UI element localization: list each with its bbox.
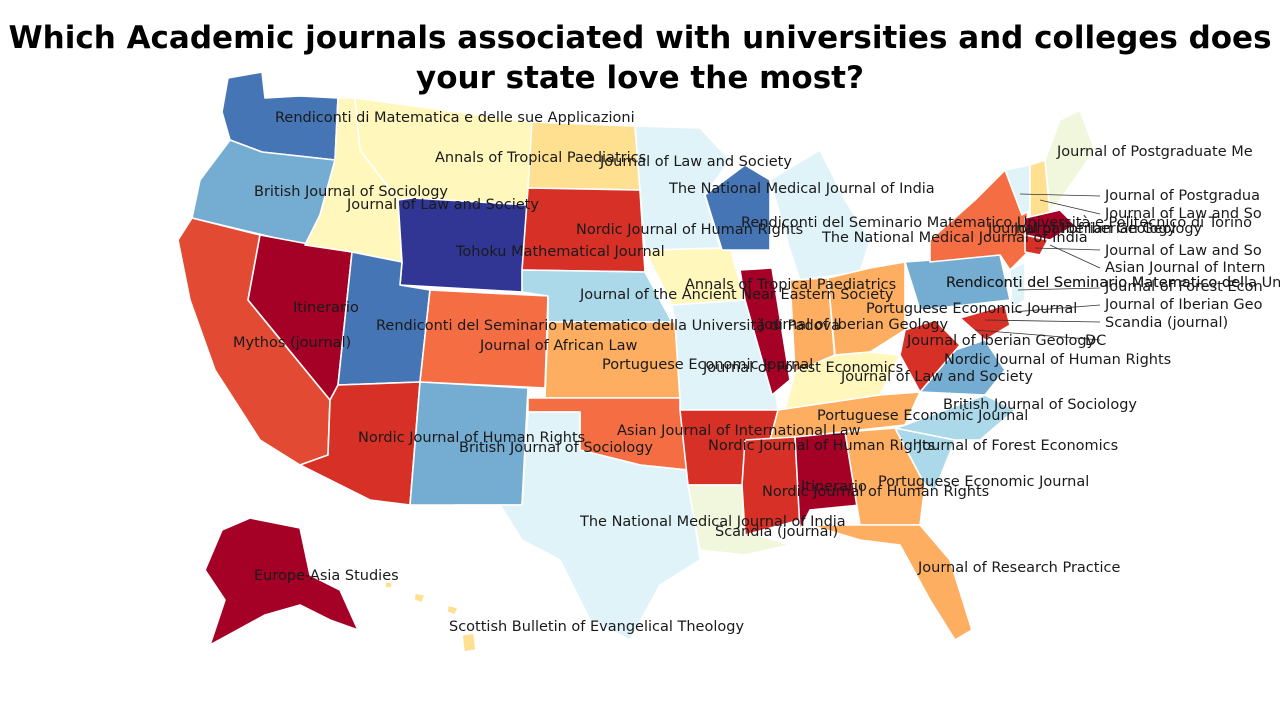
label-minnesota: The National Medical Journal of India <box>668 181 935 197</box>
state-alaska[interactable] <box>204 517 359 646</box>
label-north-carolina: Journal of Forest Economics <box>917 438 1118 454</box>
state-mississippi[interactable] <box>741 436 801 536</box>
label-arkansas: Nordic Journal of Human Rights <box>708 438 935 454</box>
map-title: Which Academic journals associated with … <box>0 18 1280 98</box>
label-ohio: Journal of Iberian Geology <box>906 333 1096 349</box>
label-illinois: Journal of Iberian Geology <box>759 317 949 333</box>
state-alabama[interactable] <box>794 431 861 531</box>
label-missouri: Journal of Forest Economics <box>702 360 903 376</box>
state-massachusetts[interactable] <box>1024 209 1076 241</box>
state-connecticut[interactable] <box>1024 234 1049 256</box>
label-florida: Journal of Research Practice <box>917 560 1120 576</box>
state-hawaii[interactable] <box>384 581 477 653</box>
leader-vt <box>1019 193 1101 197</box>
label-washington: Rendiconti di Matematica e delle sue App… <box>275 110 635 126</box>
label-kentucky: Journal of Law and Society <box>840 369 1033 385</box>
label-delaware: Journal of Iberian Geo <box>1104 297 1263 313</box>
title-line-2: your state love the most? <box>416 60 864 96</box>
label-nevada: Itinerario <box>293 300 359 316</box>
leader-ri <box>1049 244 1101 269</box>
label-texas: The National Medical Journal of India <box>579 514 846 530</box>
label-montana: Annals of Tropical Paediatrics <box>435 150 646 166</box>
state-maine[interactable] <box>1044 109 1096 211</box>
label-north-dakota: Journal of Law and Society <box>599 154 792 170</box>
label-louisiana: Scandia (journal) <box>715 524 838 540</box>
label-michigan: The National Medical Journal of India <box>821 230 1088 246</box>
label-kansas: Portuguese Economic Journal <box>602 357 813 373</box>
label-connecticut: Journal of Law and So <box>1104 243 1262 259</box>
label-maine: Journal of Postgraduate Me <box>1056 144 1253 160</box>
state-new-jersey[interactable] <box>1009 261 1026 309</box>
label-indiana: Portuguese Economic Journal <box>866 301 1077 317</box>
leader-de <box>1011 304 1101 313</box>
label-maryland: Scandia (journal) <box>1105 315 1228 331</box>
state-maryland[interactable] <box>959 304 1011 341</box>
label-new-york: Journal of Iberian Geology <box>1013 221 1203 237</box>
label-idaho: Journal of Law and Society <box>346 197 539 213</box>
label-virginia: British Journal of Sociology <box>943 397 1137 413</box>
label-colorado: Journal of African Law <box>479 338 637 354</box>
label-alabama: Nordic Journal of Human Rights <box>762 484 989 500</box>
label-california: Mythos (journal) <box>233 335 351 351</box>
label-wyoming: Tohoku Mathematical Journal <box>455 244 665 260</box>
label-oklahoma: Asian Journal of International Law <box>617 423 861 439</box>
label-massachusetts: Journal of Iberian Geology <box>987 221 1177 237</box>
label-mississippi: Itinerario <box>801 479 867 495</box>
label-south-dakota: Nordic Journal of Human Rights <box>576 222 803 238</box>
label-pennsylvania: Rendiconti del Seminario Matematico dell… <box>946 275 1280 291</box>
label-tennessee: Portuguese Economic Journal <box>817 408 1028 424</box>
leader-ct <box>1034 247 1101 251</box>
label-west-virginia: Nordic Journal of Human Rights <box>944 352 1171 368</box>
state-texas[interactable] <box>454 411 701 641</box>
label-new-jersey-2: Journal of Forest Econ <box>1104 279 1263 295</box>
state-west-virginia[interactable] <box>899 319 961 393</box>
leader-md <box>984 319 1101 323</box>
label-dc: DC <box>1085 333 1106 349</box>
state-georgia[interactable] <box>844 427 926 526</box>
label-hawaii: Scottish Bulletin of Evangelical Theolog… <box>449 619 744 635</box>
label-utah: Rendiconti del Seminario Matematico dell… <box>376 318 840 334</box>
state-wisconsin[interactable] <box>704 164 771 251</box>
state-tennessee[interactable] <box>769 391 921 441</box>
title-line-1: Which Academic journals associated with … <box>8 20 1272 56</box>
label-new-mexico: British Journal of Sociology <box>459 440 653 456</box>
state-florida[interactable] <box>809 524 973 641</box>
label-south-carolina: Portuguese Economic Journal <box>878 474 1089 490</box>
label-arizona: Nordic Journal of Human Rights <box>358 430 585 446</box>
label-wisconsin: Rendiconti del Seminario Matematico Univ… <box>741 215 1252 231</box>
label-new-jersey: Rendiconti del Seminario Matematico del <box>946 275 1244 291</box>
label-vermont: Journal of Postgradua <box>1104 188 1260 204</box>
label-alaska: Europe-Asia Studies <box>254 568 399 584</box>
leader-nj2 <box>1017 287 1101 291</box>
label-nebraska: Journal of the Ancient Near Eastern Soci… <box>579 287 894 303</box>
state-illinois[interactable] <box>739 267 791 396</box>
label-iowa: Annals of Tropical Paediatrics <box>685 277 896 293</box>
label-rhode-island: Asian Journal of Intern <box>1105 260 1266 276</box>
leader-dc <box>974 329 1101 341</box>
leader-nh <box>1039 199 1101 215</box>
label-oregon: British Journal of Sociology <box>254 184 448 200</box>
state-michigan[interactable] <box>769 149 871 281</box>
label-new-hampshire: Journal of Law and So <box>1104 206 1262 222</box>
